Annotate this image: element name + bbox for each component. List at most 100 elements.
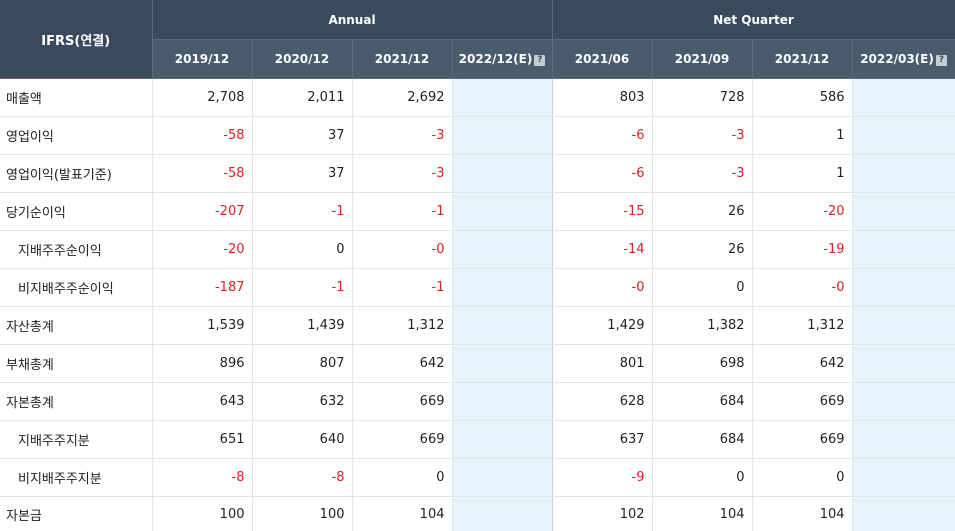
value-cell: -1: [252, 193, 352, 231]
value-cell: 669: [752, 383, 852, 421]
value-cell: 669: [352, 383, 452, 421]
row-label: 자산총계: [0, 307, 152, 345]
period-label: 2022/03(E): [860, 52, 934, 66]
value-cell: -207: [152, 193, 252, 231]
value-cell: [852, 155, 955, 193]
value-cell: 104: [652, 497, 752, 531]
value-cell: -14: [552, 231, 652, 269]
period-label: 2021/12: [375, 52, 429, 66]
period-header: 2019/12: [152, 40, 252, 79]
row-label: 지배주주순이익: [0, 231, 152, 269]
value-cell: 0: [752, 459, 852, 497]
value-cell: 26: [652, 231, 752, 269]
row-label: 자본총계: [0, 383, 152, 421]
period-label: 2020/12: [275, 52, 329, 66]
period-header: 2021/12: [352, 40, 452, 79]
period-label: 2021/12: [775, 52, 829, 66]
value-cell: 104: [752, 497, 852, 531]
value-cell: 1,312: [752, 307, 852, 345]
value-cell: 896: [152, 345, 252, 383]
value-cell: -19: [752, 231, 852, 269]
value-cell: -15: [552, 193, 652, 231]
value-cell: -1: [252, 269, 352, 307]
value-cell: [852, 345, 955, 383]
row-label: 영업이익: [0, 117, 152, 155]
row-label: 비지배주주순이익: [0, 269, 152, 307]
value-cell: [852, 421, 955, 459]
value-cell: -1: [352, 193, 452, 231]
value-cell: 684: [652, 383, 752, 421]
value-cell: [452, 459, 552, 497]
value-cell: 1: [752, 117, 852, 155]
period-header: 2021/12: [752, 40, 852, 79]
value-cell: [452, 497, 552, 531]
row-label: 매출액: [0, 79, 152, 117]
annual-group-header: Annual: [152, 0, 552, 40]
value-cell: 807: [252, 345, 352, 383]
value-cell: 100: [152, 497, 252, 531]
period-label: 2022/12(E): [459, 52, 533, 66]
ifrs-header: IFRS(연결): [0, 0, 152, 79]
value-cell: 1: [752, 155, 852, 193]
value-cell: 0: [652, 269, 752, 307]
value-cell: 801: [552, 345, 652, 383]
period-label: 2021/09: [675, 52, 729, 66]
period-header: 2022/03(E)?: [852, 40, 955, 79]
row-label: 당기순이익: [0, 193, 152, 231]
value-cell: 640: [252, 421, 352, 459]
value-cell: [452, 155, 552, 193]
value-cell: -58: [152, 117, 252, 155]
estimate-help-icon[interactable]: ?: [534, 55, 545, 66]
value-cell: 104: [352, 497, 452, 531]
value-cell: 0: [352, 459, 452, 497]
value-cell: -6: [552, 155, 652, 193]
value-cell: [852, 193, 955, 231]
value-cell: 684: [652, 421, 752, 459]
value-cell: [452, 421, 552, 459]
value-cell: 628: [552, 383, 652, 421]
value-cell: 2,011: [252, 79, 352, 117]
period-header: 2021/09: [652, 40, 752, 79]
value-cell: -3: [352, 155, 452, 193]
estimate-help-icon[interactable]: ?: [936, 55, 947, 66]
value-cell: [852, 307, 955, 345]
value-cell: 1,382: [652, 307, 752, 345]
value-cell: -20: [752, 193, 852, 231]
row-label: 비지배주주지분: [0, 459, 152, 497]
value-cell: [452, 231, 552, 269]
value-cell: [452, 79, 552, 117]
quarter-group-header: Net Quarter: [552, 0, 955, 40]
value-cell: 669: [752, 421, 852, 459]
value-cell: -20: [152, 231, 252, 269]
value-cell: [452, 307, 552, 345]
value-cell: -6: [552, 117, 652, 155]
value-cell: [852, 231, 955, 269]
value-cell: 637: [552, 421, 652, 459]
period-header: 2020/12: [252, 40, 352, 79]
value-cell: -0: [752, 269, 852, 307]
value-cell: -8: [252, 459, 352, 497]
value-cell: 586: [752, 79, 852, 117]
table-header: IFRS(연결) Annual Net Quarter 2019/12 2020/…: [0, 0, 955, 79]
value-cell: 698: [652, 345, 752, 383]
value-cell: [852, 79, 955, 117]
value-cell: -187: [152, 269, 252, 307]
row-label: 지배주주지분: [0, 421, 152, 459]
row-label: 영업이익(발표기준): [0, 155, 152, 193]
value-cell: 2,708: [152, 79, 252, 117]
value-cell: 1,312: [352, 307, 452, 345]
value-cell: 1,439: [252, 307, 352, 345]
value-cell: 37: [252, 117, 352, 155]
value-cell: [852, 459, 955, 497]
